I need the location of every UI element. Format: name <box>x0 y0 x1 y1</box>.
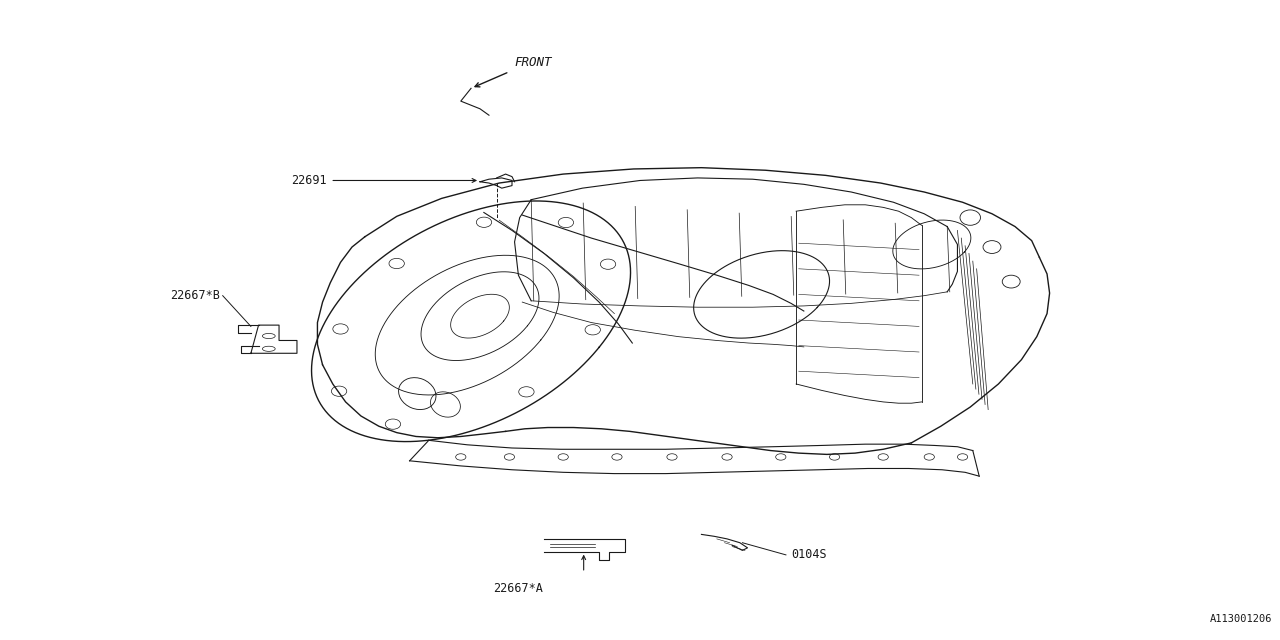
Text: 22691: 22691 <box>291 174 326 187</box>
Text: 22667*A: 22667*A <box>494 582 543 595</box>
Text: 22667*B: 22667*B <box>170 289 220 302</box>
Text: 0104S: 0104S <box>791 548 827 561</box>
Text: A113001206: A113001206 <box>1210 614 1272 624</box>
Text: FRONT: FRONT <box>515 56 552 69</box>
